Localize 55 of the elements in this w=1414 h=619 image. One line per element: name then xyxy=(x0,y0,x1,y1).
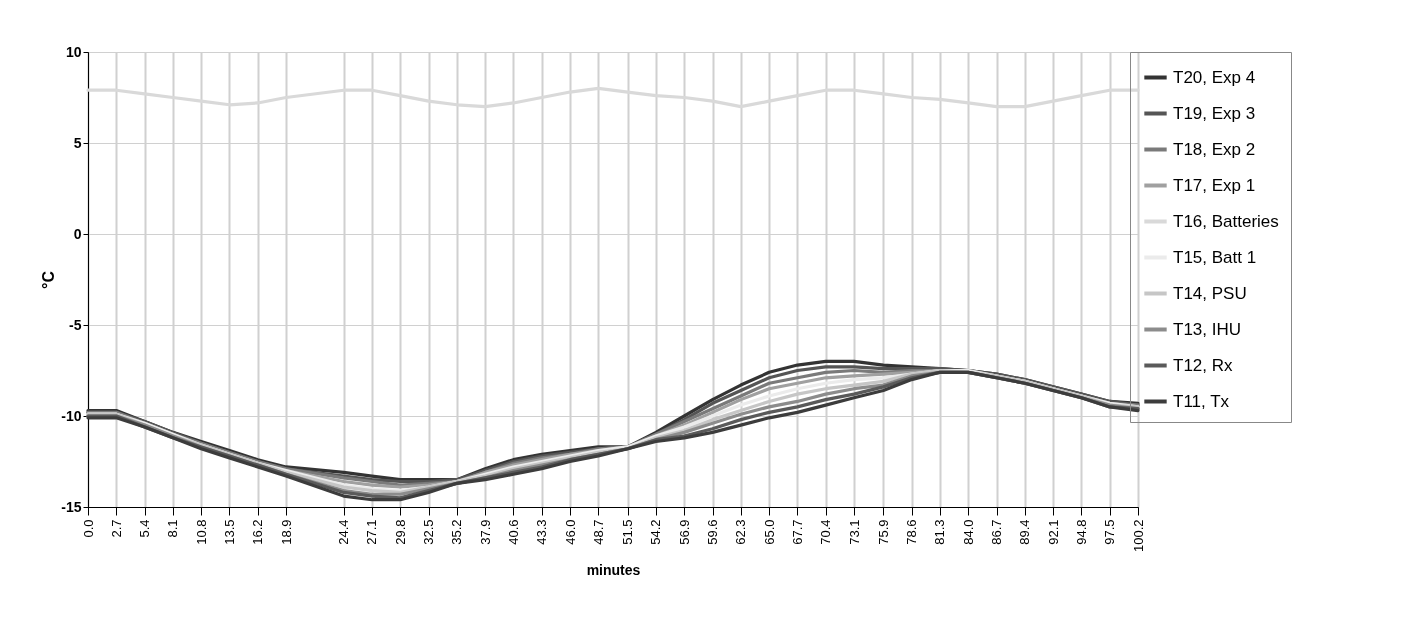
x-tick-label: 27.1 xyxy=(364,519,380,545)
x-tick-label: 2.7 xyxy=(108,519,124,538)
x-tick-label: 8.1 xyxy=(165,519,181,538)
y-tick-label: 0 xyxy=(73,225,82,242)
legend-label: T15, Batt 1 xyxy=(1173,247,1257,267)
y-tick-label: -15 xyxy=(61,498,82,515)
x-tick-label: 48.7 xyxy=(590,519,606,545)
x-tick-label: 94.8 xyxy=(1073,519,1089,545)
x-tick-label: 51.5 xyxy=(620,519,636,545)
x-tick-label: 100.2 xyxy=(1130,519,1146,553)
y-tick-label: 5 xyxy=(73,134,82,151)
legend-label: T11, Tx xyxy=(1173,391,1230,411)
legend-label: T20, Exp 4 xyxy=(1173,67,1256,87)
x-tick-label: 40.6 xyxy=(505,519,521,545)
legend-label: T18, Exp 2 xyxy=(1173,139,1256,159)
x-tick-label: 73.1 xyxy=(846,519,862,545)
x-tick-label: 65.0 xyxy=(761,519,777,545)
legend-label: T19, Exp 3 xyxy=(1173,103,1256,123)
legend-label: T14, PSU xyxy=(1173,283,1247,303)
x-tick-label: 46.0 xyxy=(562,519,578,545)
x-tick-label: 29.8 xyxy=(392,519,408,545)
x-tick-label: 70.4 xyxy=(818,519,834,545)
x-tick-label: 84.0 xyxy=(960,519,976,545)
x-tick-label: 92.1 xyxy=(1045,519,1061,545)
x-tick-label: 67.7 xyxy=(789,519,805,545)
y-tick-label: -10 xyxy=(61,407,82,424)
x-axis-title: minutes xyxy=(586,562,641,579)
x-tick-label: 78.6 xyxy=(904,519,920,545)
legend-label: T12, Rx xyxy=(1173,355,1234,375)
x-tick-label: 56.9 xyxy=(676,519,692,545)
x-tick-label: 97.5 xyxy=(1102,519,1118,545)
x-tick-label: 16.2 xyxy=(250,519,266,545)
x-tick-label: 13.5 xyxy=(221,519,237,545)
legend-label: T16, Batteries xyxy=(1173,211,1279,231)
legend-label: T13, IHU xyxy=(1173,319,1242,339)
x-tick-label: 62.3 xyxy=(733,519,749,545)
x-tick-label: 86.7 xyxy=(989,519,1005,545)
x-tick-label: 35.2 xyxy=(449,519,465,545)
x-tick-label: 24.4 xyxy=(336,519,352,545)
legend-label: T17, Exp 1 xyxy=(1173,175,1256,195)
y-tick-label: -5 xyxy=(69,316,82,333)
x-tick-label: 43.3 xyxy=(534,519,550,545)
x-tick-label: 5.4 xyxy=(137,519,153,538)
x-tick-label: 81.3 xyxy=(932,519,948,545)
x-tick-label: 89.4 xyxy=(1017,519,1033,545)
x-tick-label: 75.9 xyxy=(875,519,891,545)
x-tick-label: 54.2 xyxy=(648,519,664,545)
x-tick-label: 0.0 xyxy=(80,519,96,538)
x-tick-label: 59.6 xyxy=(705,519,721,545)
x-tick-label: 37.9 xyxy=(477,519,493,545)
x-tick-label: 32.5 xyxy=(421,519,437,545)
x-tick-label: 10.8 xyxy=(193,519,209,545)
y-axis-title: °C xyxy=(40,270,58,289)
y-tick-label: 10 xyxy=(65,43,82,60)
x-tick-label: 18.9 xyxy=(278,519,294,545)
